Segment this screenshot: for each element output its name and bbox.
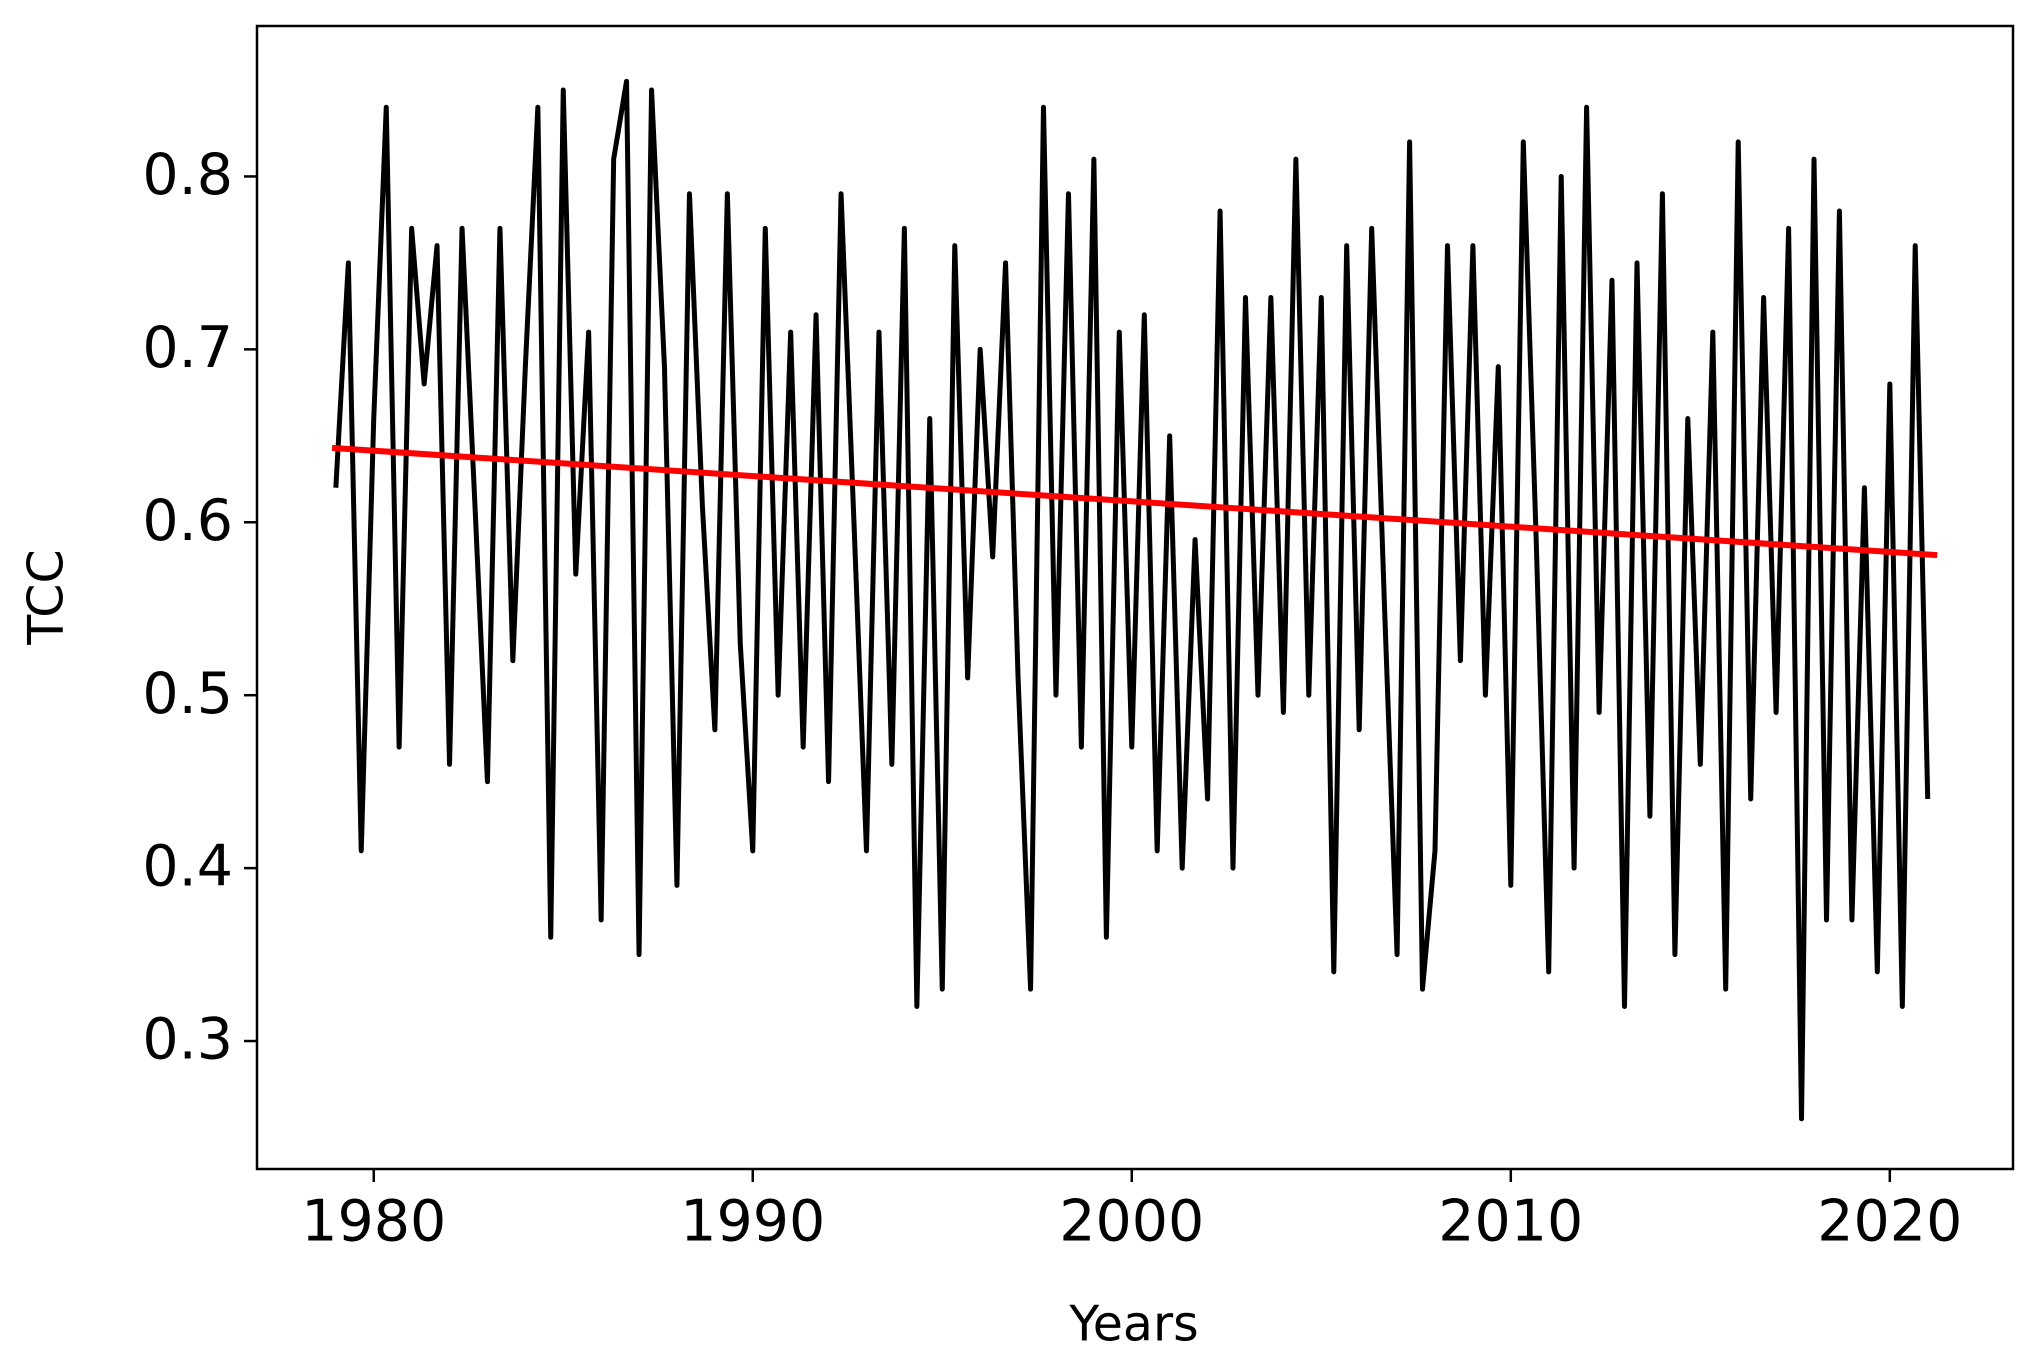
- y-tick-label: 0.5: [142, 661, 233, 727]
- x-axis-label: Years: [1068, 1296, 1198, 1353]
- x-tick-label: 2000: [1059, 1189, 1204, 1255]
- trend-line: [331, 444, 1938, 559]
- x-tick-label: 2010: [1438, 1189, 1583, 1255]
- y-tick-label: 0.7: [142, 315, 233, 381]
- y-axis-label: TCC: [18, 549, 75, 646]
- x-tick-label: 1990: [680, 1189, 825, 1255]
- y-tick-label: 0.3: [142, 1007, 233, 1073]
- plot-frame: [255, 24, 2015, 1171]
- y-tick-label: 0.4: [142, 834, 233, 900]
- y-tick-label: 0.8: [142, 142, 233, 208]
- data-line: [333, 78, 1931, 1122]
- x-tick-label: 1980: [301, 1189, 446, 1255]
- x-tick-label: 2020: [1817, 1189, 1962, 1255]
- y-tick-label: 0.6: [142, 488, 233, 554]
